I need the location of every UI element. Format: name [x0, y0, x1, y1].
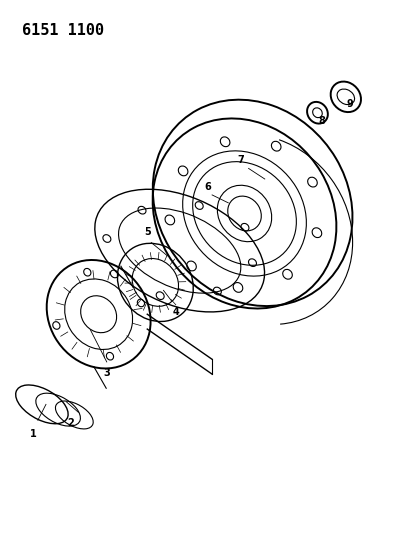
Text: 9: 9 — [346, 99, 353, 109]
Text: 8: 8 — [318, 116, 325, 126]
Text: 6151 1100: 6151 1100 — [22, 22, 104, 38]
Text: 5: 5 — [144, 227, 151, 237]
Text: 4: 4 — [172, 306, 179, 317]
Text: 6: 6 — [205, 182, 211, 192]
Text: 3: 3 — [103, 368, 110, 377]
Text: 7: 7 — [237, 156, 244, 165]
Text: 1: 1 — [31, 429, 37, 439]
Text: 2: 2 — [67, 418, 74, 428]
